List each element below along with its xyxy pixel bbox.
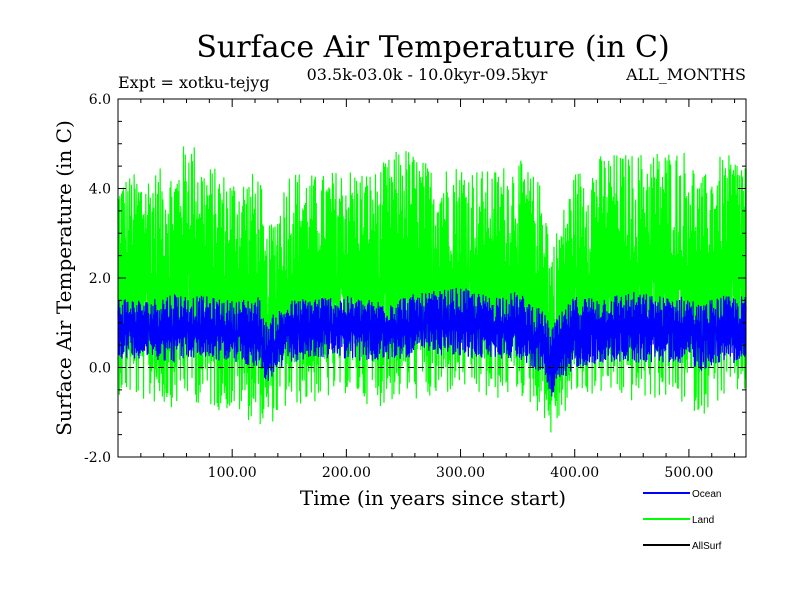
legend-label-allsurf: AllSurf xyxy=(692,541,722,552)
x-tick-label: 300.00 xyxy=(436,465,485,481)
months-label: ALL_MONTHS xyxy=(625,65,746,84)
y-tick-label: -2.0 xyxy=(84,450,111,466)
chart-title: Surface Air Temperature (in C) xyxy=(196,30,669,65)
legend-label-land: Land xyxy=(692,515,714,526)
x-axis-label: Time (in years since start) xyxy=(300,486,566,510)
y-tick-label: 6.0 xyxy=(89,92,111,108)
legend-label-ocean: Ocean xyxy=(692,489,721,500)
series-line-ocean xyxy=(117,287,747,397)
y-tick-label: 4.0 xyxy=(89,182,111,198)
legend: Ocean Land AllSurf xyxy=(643,489,722,552)
experiment-label: Expt = xotku-tejyg xyxy=(118,73,270,92)
y-axis-label: Surface Air Temperature (in C) xyxy=(52,120,76,436)
x-tick-label: 400.00 xyxy=(550,465,599,481)
x-tick-label: 500.00 xyxy=(664,465,713,481)
plot-series-group xyxy=(117,146,747,433)
y-tick-label: 2.0 xyxy=(89,271,111,287)
series-line-land xyxy=(117,146,747,433)
x-axis: 100.00 200.00 300.00 400.00 500.00 xyxy=(140,99,736,481)
x-tick-label: 200.00 xyxy=(322,465,371,481)
y-tick-label: 0.0 xyxy=(89,361,111,377)
x-tick-label: 100.00 xyxy=(208,465,257,481)
time-period-label: 03.5k-03.0k - 10.0kyr-09.5kyr xyxy=(307,65,548,84)
y-axis: -2.0 0.0 2.0 4.0 6.0 xyxy=(84,92,746,466)
